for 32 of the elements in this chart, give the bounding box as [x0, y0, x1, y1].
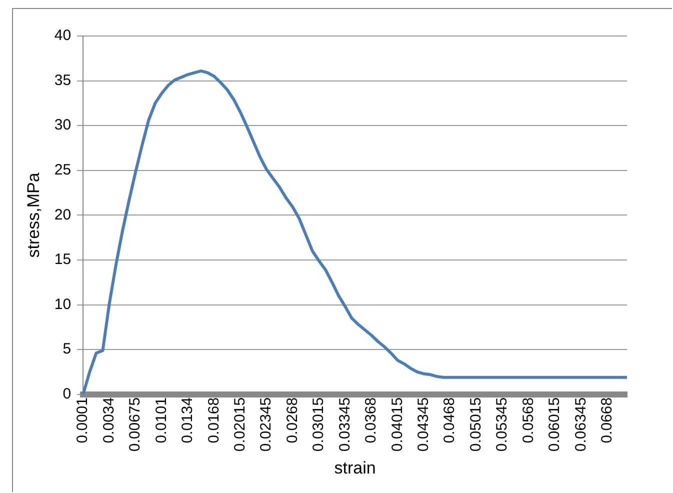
x-tick-label: 0.0368 — [362, 397, 380, 444]
x-tick-label: 0.0034 — [100, 397, 118, 444]
x-tick-label: 0.03015 — [310, 397, 328, 452]
x-tick-label: 0.05015 — [467, 397, 484, 452]
x-tick-label: 0.02015 — [232, 397, 248, 452]
x-tick-label: 0.05345 — [494, 397, 511, 452]
x-tick-label: 0.0134 — [179, 397, 196, 444]
x-tick-label: 0.0001 — [74, 397, 92, 444]
x-tick-label: 0.0101 — [152, 397, 170, 444]
y-tick-label: 25 — [54, 162, 72, 179]
x-axis-title: strain — [334, 458, 376, 478]
y-tick-label: 10 — [54, 296, 72, 313]
x-tick-label: 0.0468 — [441, 397, 458, 444]
x-tick-label: 0.02345 — [258, 397, 275, 452]
x-tick-label: 0.0668 — [598, 397, 616, 444]
x-tick-label: 0.04015 — [388, 397, 406, 452]
y-tick-label: 30 — [54, 116, 72, 134]
x-tick-label: 0.06345 — [572, 397, 590, 452]
x-tick-label: 0.0168 — [205, 397, 222, 444]
y-tick-label: 20 — [54, 206, 72, 224]
x-tick-label: 0.06015 — [546, 397, 564, 452]
x-tick-label: 0.04345 — [414, 397, 432, 452]
y-tick-label: 35 — [54, 72, 72, 89]
y-tick-label: 15 — [54, 251, 72, 268]
y-tick-label: 0 — [62, 386, 72, 403]
x-tick-label: 0.0268 — [284, 397, 301, 444]
x-tick-label: 0.03345 — [336, 397, 354, 452]
x-tick-label: 0.0568 — [520, 397, 537, 444]
x-tick-label: 0.00675 — [126, 397, 144, 452]
y-tick-label: 40 — [54, 27, 72, 44]
y-axis-title: stress,MPa — [24, 172, 43, 258]
y-tick-label: 5 — [62, 340, 72, 358]
